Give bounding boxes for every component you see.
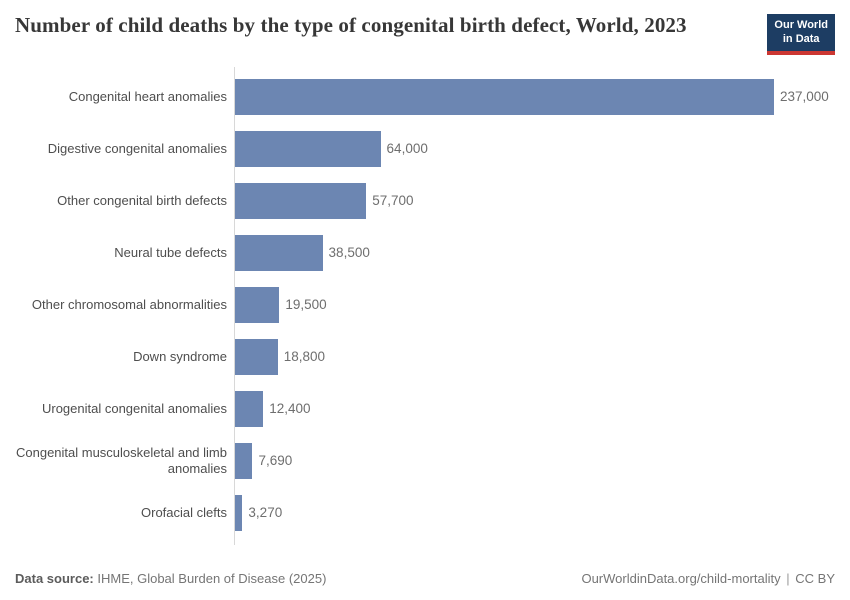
bar-row: Digestive congenital anomalies 64,000 <box>15 123 835 175</box>
bar-track: 7,690 <box>234 435 835 487</box>
bar-row: Down syndrome 18,800 <box>15 331 835 383</box>
value-label: 7,690 <box>258 453 293 468</box>
bar-row: Congenital heart anomalies 237,000 <box>15 71 835 123</box>
bar-track: 237,000 <box>234 71 835 123</box>
category-label: Orofacial clefts <box>141 504 227 520</box>
y-axis-line <box>234 66 235 545</box>
bar[interactable] <box>235 442 253 479</box>
bar[interactable] <box>235 234 323 271</box>
footer-separator: | <box>786 571 790 586</box>
value-label: 3,270 <box>248 505 283 520</box>
category-label: Other chromosomal abnormalities <box>31 296 227 312</box>
bar-track: 18,800 <box>234 331 835 383</box>
header: Number of child deaths by the type of co… <box>15 12 835 55</box>
bar[interactable] <box>235 78 774 115</box>
bar-track: 64,000 <box>234 123 835 175</box>
bar-track: 57,700 <box>234 175 835 227</box>
bar-track: 3,270 <box>234 487 835 539</box>
bar[interactable] <box>235 286 280 323</box>
bar-row: Urogenital congenital anomalies 12,400 <box>15 383 835 435</box>
data-source-label: Data source: <box>15 571 94 586</box>
value-label: 18,800 <box>283 349 326 364</box>
value-label: 19,500 <box>285 297 327 312</box>
category-label: Other congenital birth defects <box>57 192 227 208</box>
bar-track: 19,500 <box>234 279 835 331</box>
bar-chart: Congenital heart anomalies 237,000 Digesti… <box>15 66 835 545</box>
chart-rows: Congenital heart anomalies 237,000 Digesti… <box>15 71 835 539</box>
bar-row: Orofacial clefts 3,270 <box>15 487 835 539</box>
chart-title: Number of child deaths by the type of co… <box>15 13 687 37</box>
value-label: 237,000 <box>780 89 829 104</box>
data-source-note: Data source: IHME, Global Burden of Dise… <box>15 571 326 586</box>
bar[interactable] <box>235 390 264 427</box>
footer-license-link[interactable]: CC BY <box>795 571 835 586</box>
bar-track: 38,500 <box>234 227 835 279</box>
value-label: 57,700 <box>372 193 414 208</box>
category-label: Urogenital congenital anomalies <box>41 400 227 416</box>
bar-row: Other chromosomal abnormalities 19,500 <box>15 279 835 331</box>
value-label: 38,500 <box>328 245 370 260</box>
category-label: Digestive congenital anomalies <box>47 140 227 156</box>
owid-logo[interactable]: Our World in Data <box>767 14 835 55</box>
data-source-value: IHME, Global Burden of Disease (2025) <box>93 571 327 586</box>
bar-row: Other congenital birth defects 57,700 <box>15 175 835 227</box>
category-label: Congenital heart anomalies <box>68 88 227 104</box>
value-label: 64,000 <box>386 141 428 156</box>
bar[interactable] <box>235 182 367 219</box>
value-label: 12,400 <box>269 401 311 416</box>
bar[interactable] <box>235 130 381 167</box>
bar-row: Neural tube defects 38,500 <box>15 227 835 279</box>
bar[interactable] <box>235 494 243 531</box>
owid-logo-line1: Our World <box>774 19 828 31</box>
footer: Data source: IHME, Global Burden of Dise… <box>15 571 835 588</box>
bar-row: Congenital musculoskeletal and limb anom… <box>15 435 835 487</box>
category-label: Down syndrome <box>133 348 227 364</box>
bar[interactable] <box>235 338 278 375</box>
footer-attribution: OurWorldinData.org/child-mortality | CC … <box>581 571 835 586</box>
owid-logo-line2: in Data <box>782 32 820 45</box>
category-label: Congenital musculoskeletal and limb anom… <box>15 445 227 476</box>
bar-track: 12,400 <box>234 383 835 435</box>
footer-link[interactable]: OurWorldinData.org/child-mortality <box>581 571 781 586</box>
category-label: Neural tube defects <box>114 244 227 260</box>
